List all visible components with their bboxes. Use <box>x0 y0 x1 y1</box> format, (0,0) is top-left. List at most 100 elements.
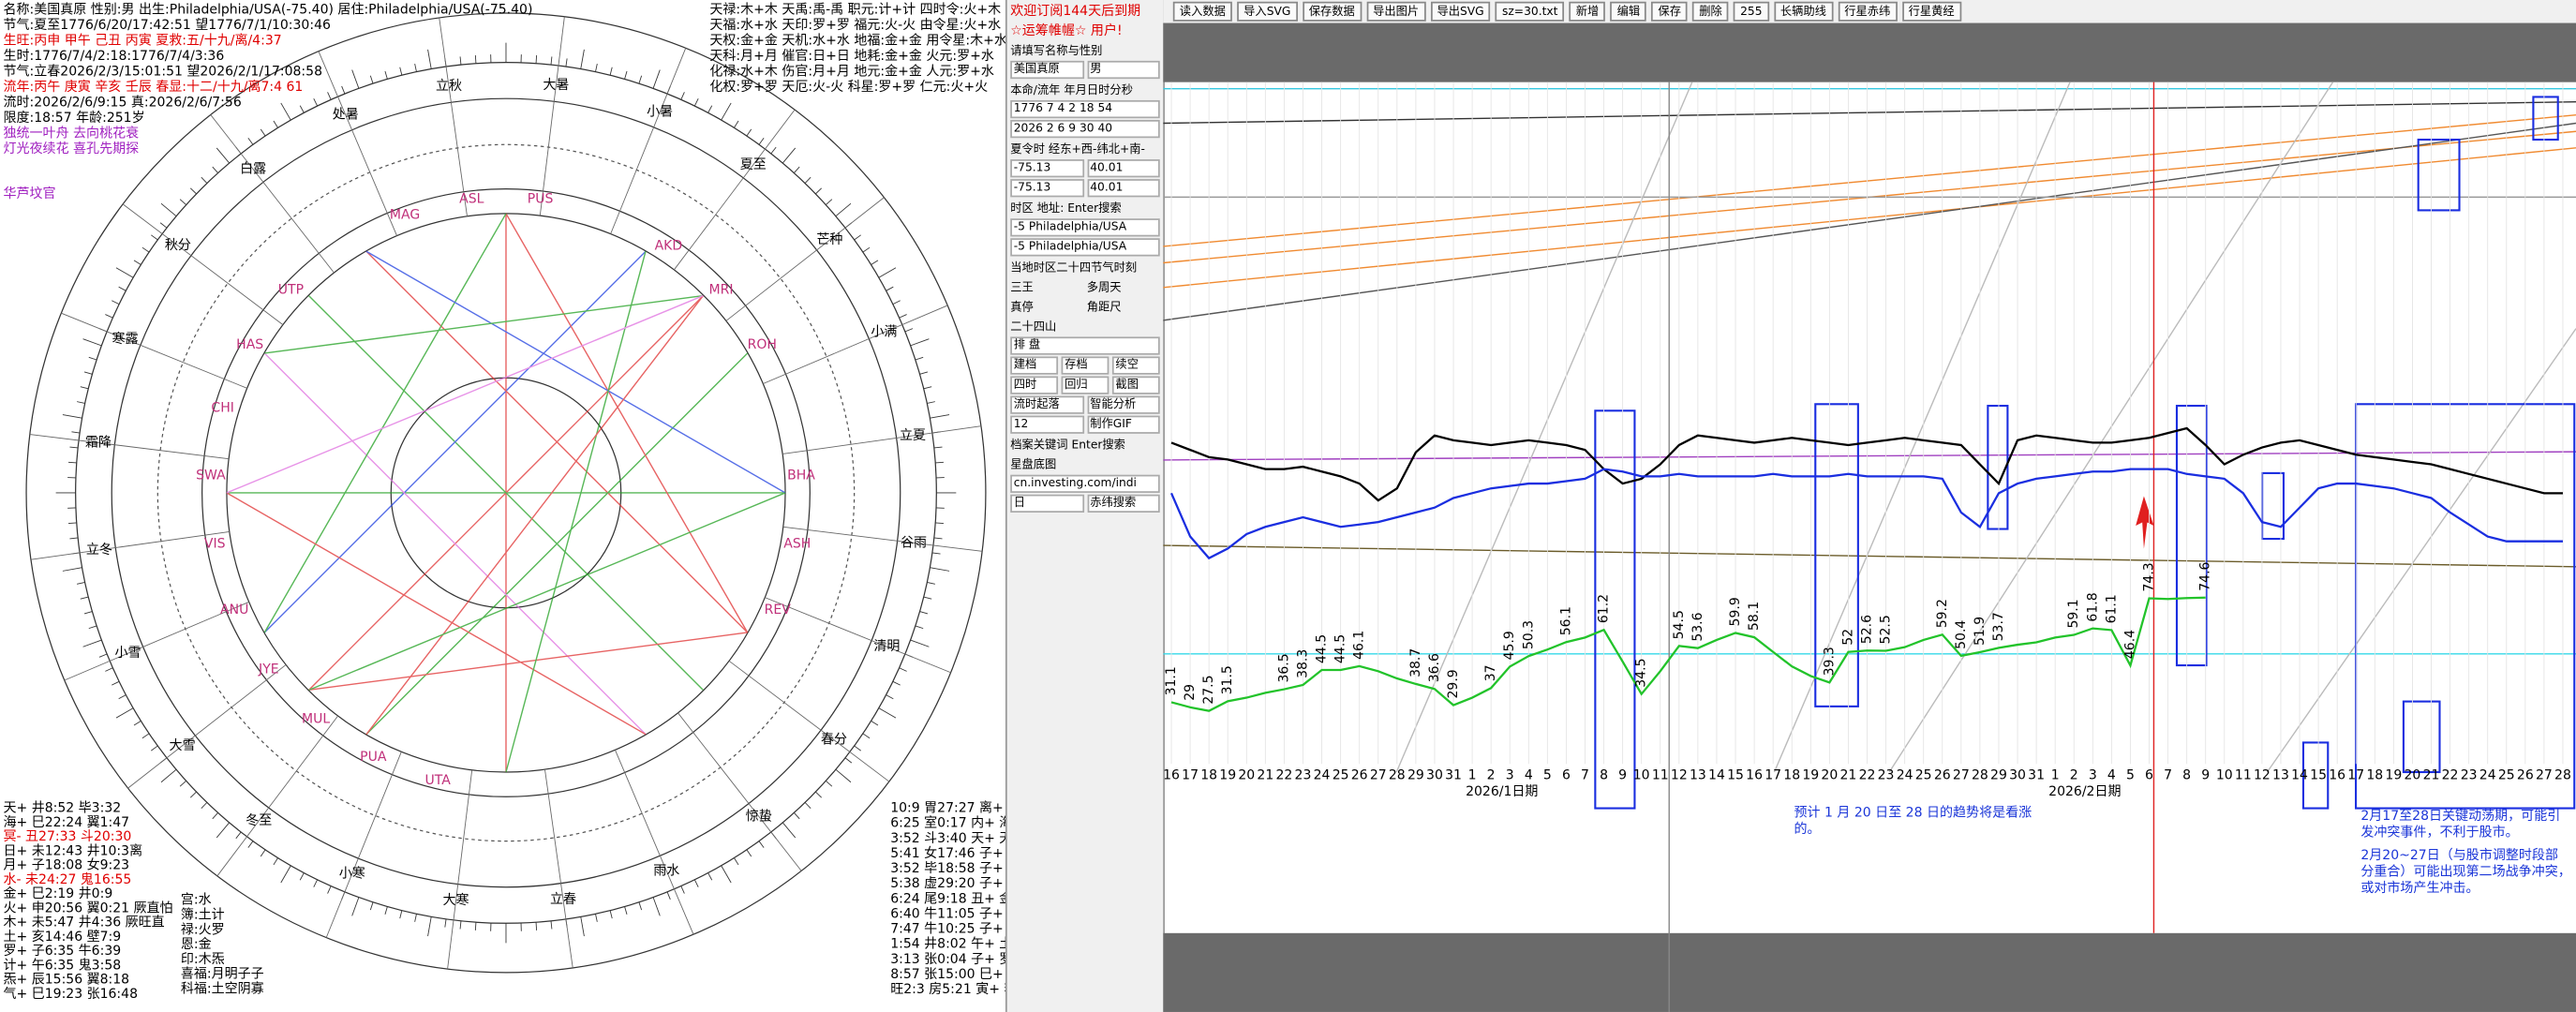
solar-term: 惊蛰 <box>746 809 772 824</box>
house-line <box>29 434 230 460</box>
degree-tick <box>280 865 291 884</box>
degree-tick <box>151 234 158 241</box>
highlight-box <box>2417 138 2461 212</box>
panel-row: 建档 存档 续空 <box>1010 356 1160 375</box>
x-tick-label: 9 <box>2201 768 2210 783</box>
x-tick-label: 29 <box>1407 768 1424 783</box>
degree-tick <box>369 75 374 84</box>
aspect-line <box>263 213 507 633</box>
annotation: 2月17至28日关键动荡期，可能引发冲突事件，不利于股市。 <box>2360 808 2561 840</box>
house-line <box>61 312 247 389</box>
x-tick-label: 3 <box>2089 768 2097 783</box>
guide-line <box>1163 451 2576 461</box>
month-label: 2026/2日期 <box>2048 784 2121 799</box>
header-line: 华芦坟官 <box>4 186 56 201</box>
nakshatra: UTP <box>278 282 304 297</box>
value-label: 38.3 <box>1295 649 1310 678</box>
x-tick-label: 20 <box>1821 768 1838 783</box>
panel-row: 夏令时 经东+西-纬北+南- <box>1010 140 1160 157</box>
degree-tick <box>910 639 930 647</box>
x-tick-label: 17 <box>1182 768 1199 783</box>
toolbar-item: 导出图片 <box>1366 1 1426 22</box>
nakshatra: PUS <box>528 192 554 207</box>
aspect-line <box>365 250 749 633</box>
degree-tick <box>652 897 661 916</box>
panel-row: 真停 角距尺 <box>1010 297 1160 315</box>
guide-line <box>1163 544 2576 568</box>
nakshatra: ASL <box>459 192 484 207</box>
house-line <box>318 51 397 236</box>
label: 当地时区二十四节气时刻 <box>1010 260 1138 274</box>
degree-tick <box>133 260 141 265</box>
aspect-line <box>505 251 647 773</box>
toolbar-item: 新增 <box>1569 1 1606 22</box>
panel-row: cn.investing.com/indi <box>1010 474 1160 493</box>
degree-tick <box>835 768 852 783</box>
value-label: 31.5 <box>1220 665 1235 694</box>
x-tick-label: 10 <box>2216 768 2233 783</box>
nakshatra: REV <box>765 603 792 618</box>
solar-term: 霜降 <box>85 436 112 451</box>
value-label: 53.7 <box>1991 612 2006 641</box>
degree-tick <box>115 267 134 278</box>
degree-tick <box>580 916 585 937</box>
x-tick-label: 22 <box>1276 768 1293 783</box>
panel-row: -75.13 40.01 <box>1010 159 1160 178</box>
panel-row: 1776 7 4 2 18 54 <box>1010 99 1160 119</box>
guide-line <box>1395 82 1693 773</box>
aspect-line <box>505 213 749 633</box>
bottom-right-line: 8:57 张15:00 巳+ 计 <box>890 967 1005 982</box>
degree-tick <box>160 202 177 217</box>
degree-tick <box>141 733 150 739</box>
value-label: 59.1 <box>2066 599 2081 628</box>
degree-tick <box>189 791 197 798</box>
x-tick-label: 11 <box>2235 768 2252 783</box>
x-tick-label: 22 <box>2442 768 2459 783</box>
x-tick-label: 4 <box>1525 768 1533 783</box>
field: 截图 <box>1111 376 1160 394</box>
field: 排 盘 <box>1010 336 1160 355</box>
degree-tick <box>871 260 879 265</box>
degree-tick <box>844 757 853 764</box>
degree-tick <box>770 146 777 155</box>
x-tick-label: 19 <box>1802 768 1819 783</box>
value-label: 46.1 <box>1352 631 1367 660</box>
x-tick-label: 25 <box>2498 768 2515 783</box>
degree-tick <box>680 92 685 100</box>
field: 存档 <box>1061 356 1109 375</box>
x-tick-label: 5 <box>2126 768 2135 783</box>
bottom-left-line: 日+ 未12:43 井10:3离 <box>4 842 143 858</box>
x-tick-label: 25 <box>1915 768 1932 783</box>
degree-tick <box>118 694 127 700</box>
degree-tick <box>899 667 907 672</box>
degree-tick <box>159 222 168 229</box>
bottom-left-line: 水- 未24:27 鬼16:55 <box>4 872 132 887</box>
degree-tick <box>919 371 929 375</box>
house-line <box>782 526 983 552</box>
highlight-box <box>1814 403 1859 707</box>
x-tick-label: 19 <box>2385 768 2402 783</box>
bottom-left-line: 海+ 巳22:24 翼1:47 <box>4 815 130 830</box>
degree-tick <box>693 98 699 107</box>
bottom-right-line: 7:47 牛10:25 子+ 木 <box>890 922 1005 937</box>
nakshatra: AKD <box>655 238 683 253</box>
x-tick-label: 15 <box>1727 768 1744 783</box>
x-tick-label: 2 <box>2070 768 2078 783</box>
degree-tick <box>721 865 732 884</box>
bottom-mid-line: 恩:金 <box>181 937 212 952</box>
bottom-right-line: 5:41 女17:46 子+ 日 <box>890 845 1005 861</box>
degree-tick <box>854 234 861 241</box>
degree-tick <box>609 67 613 76</box>
aspect-line <box>308 492 786 691</box>
degree-tick <box>935 461 944 464</box>
nakshatra: MUL <box>302 712 330 727</box>
x-tick-label: 15 <box>2310 768 2327 783</box>
field: 续空 <box>1111 356 1160 375</box>
value-label: 52.6 <box>1860 615 1875 644</box>
value-label: 59.2 <box>1935 599 1950 628</box>
degree-tick <box>624 906 628 915</box>
bottom-left-line: 木+ 未5:47 井4:36 厥旺直 <box>4 915 165 930</box>
degree-tick <box>82 338 102 347</box>
panel-row: 2026 2 6 9 30 40 <box>1010 119 1160 139</box>
degree-tick <box>474 922 477 930</box>
